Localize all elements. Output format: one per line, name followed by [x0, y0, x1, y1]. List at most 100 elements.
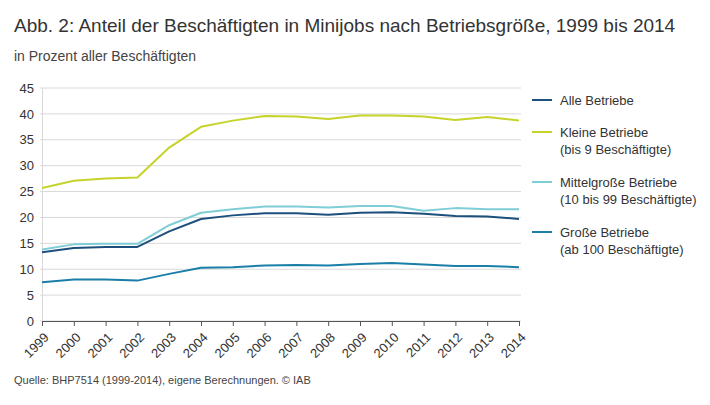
x-tick-mark — [455, 321, 456, 326]
x-tick: 2003 — [148, 321, 179, 361]
x-tick-mark — [519, 321, 520, 326]
x-tick-mark — [328, 321, 329, 326]
x-tick-mark — [296, 321, 297, 326]
x-tick-mark — [169, 321, 170, 326]
x-tick-label: 2007 — [275, 330, 306, 361]
x-tick-label: 1999 — [21, 330, 52, 361]
x-tick: 2004 — [180, 321, 211, 361]
x-tick: 2007 — [275, 321, 306, 361]
legend-item: Kleine Betriebe(bis 9 Beschäftigte) — [532, 125, 671, 158]
x-tick: 2001 — [84, 321, 115, 361]
x-tick-mark — [360, 321, 361, 326]
x-tick-label: 2004 — [180, 330, 211, 361]
source: Quelle: BHP7514 (1999-2014), eigene Bere… — [14, 374, 311, 386]
y-tick: 25 — [20, 184, 42, 199]
grid-line — [40, 113, 521, 114]
x-tick-mark — [233, 321, 234, 326]
x-tick: 2010 — [371, 321, 402, 361]
y-tick-label: 15 — [20, 236, 34, 251]
x-tick: 2011 — [403, 321, 433, 360]
x-tick-mark — [487, 321, 488, 326]
legend-label: Große Betriebe(ab 100 Beschäftigte) — [560, 225, 684, 258]
legend-item: Alle Betriebe — [532, 93, 634, 108]
legend-label: Alle Betriebe — [560, 93, 634, 108]
subtitle: in Prozent aller Beschäftigten — [14, 48, 196, 64]
x-tick: 2000 — [53, 321, 84, 361]
series-line — [42, 263, 519, 282]
y-tick-label: 20 — [20, 210, 34, 225]
x-tick: 1999 — [21, 321, 52, 361]
x-tick-label: 2006 — [243, 330, 274, 361]
x-tick-label: 2012 — [434, 330, 465, 361]
x-tick-label: 2003 — [148, 330, 179, 361]
grid-line — [40, 88, 521, 89]
grid-line — [40, 295, 521, 296]
legend-swatch — [532, 181, 552, 183]
x-tick: 2008 — [307, 321, 338, 361]
legend-item: Große Betriebe(ab 100 Beschäftigte) — [532, 225, 684, 258]
legend-item: Mittelgroße Betriebe(10 bis 99 Beschäfti… — [532, 175, 697, 208]
y-tick-label: 40 — [20, 107, 34, 122]
x-tick: 2002 — [116, 321, 147, 361]
y-tick-label: 30 — [20, 158, 34, 173]
x-tick-label: 2005 — [212, 330, 243, 361]
x-tick-label: 2001 — [84, 330, 115, 361]
y-tick: 15 — [20, 236, 42, 251]
y-tick: 45 — [20, 81, 42, 96]
x-tick-label: 2013 — [466, 330, 497, 361]
x-tick-mark — [106, 321, 107, 326]
y-tick-label: 10 — [20, 262, 34, 277]
x-tick-label: 2009 — [339, 330, 370, 361]
y-tick: 35 — [20, 132, 42, 147]
x-tick: 2006 — [243, 321, 274, 361]
y-tick: 5 — [27, 288, 42, 303]
plot: 0510152025303540451999200020012002200320… — [20, 81, 529, 361]
y-tick-label: 35 — [20, 132, 34, 147]
y-tick: 0 — [27, 314, 42, 329]
x-axis-line — [43, 322, 520, 327]
y-tick: 10 — [20, 262, 42, 277]
x-tick: 2014 — [498, 321, 529, 361]
y-tick: 20 — [20, 210, 42, 225]
x-axis: 1999200020012002200320042005200620072008… — [21, 321, 529, 361]
grid-line — [40, 269, 521, 270]
y-tick-label: 25 — [20, 184, 34, 199]
x-tick-mark — [74, 321, 75, 326]
x-tick-mark — [392, 321, 393, 326]
x-tick-mark — [424, 321, 425, 326]
y-axis: 0 5 10 15 20 25 30 35 40 45 — [20, 81, 43, 329]
x-tick: 2009 — [339, 321, 370, 361]
x-tick-mark — [201, 321, 202, 326]
series-line — [42, 212, 519, 252]
y-axis-line — [42, 89, 43, 322]
y-tick-label: 5 — [27, 288, 34, 303]
grid — [40, 88, 521, 321]
chart: Abb. 2: Anteil der Beschäftigten in Mini… — [0, 0, 710, 405]
legend-label: Mittelgroße Betriebe(10 bis 99 Beschäfti… — [560, 175, 697, 208]
legend-swatch — [532, 99, 552, 101]
y-tick-label: 0 — [27, 314, 34, 329]
x-tick-mark — [42, 321, 43, 326]
legend-label: Kleine Betriebe(bis 9 Beschäftigte) — [560, 125, 671, 158]
y-tick: 30 — [20, 158, 42, 173]
y-tick: 40 — [20, 107, 42, 122]
x-tick-label: 2002 — [116, 330, 147, 361]
grid-line — [40, 139, 521, 140]
x-tick-label: 2014 — [498, 330, 529, 361]
grid-line — [40, 191, 521, 192]
legend-swatch — [532, 231, 552, 233]
x-tick: 2013 — [466, 321, 497, 361]
legend: Alle Betriebe Kleine Betriebe(bis 9 Besch… — [532, 93, 697, 258]
grid-line — [40, 165, 521, 166]
x-tick-mark — [265, 321, 266, 326]
grid-line — [40, 217, 521, 218]
x-tick-label: 2010 — [371, 330, 402, 361]
x-tick-label: 2000 — [53, 330, 84, 361]
x-tick-mark — [137, 321, 138, 326]
legend-swatch — [532, 131, 552, 133]
title: Abb. 2: Anteil der Beschäftigten in Mini… — [14, 15, 676, 36]
series-line — [42, 115, 519, 187]
lines — [42, 115, 519, 282]
x-tick: 2005 — [212, 321, 243, 361]
x-tick-label: 2011 — [403, 330, 433, 360]
